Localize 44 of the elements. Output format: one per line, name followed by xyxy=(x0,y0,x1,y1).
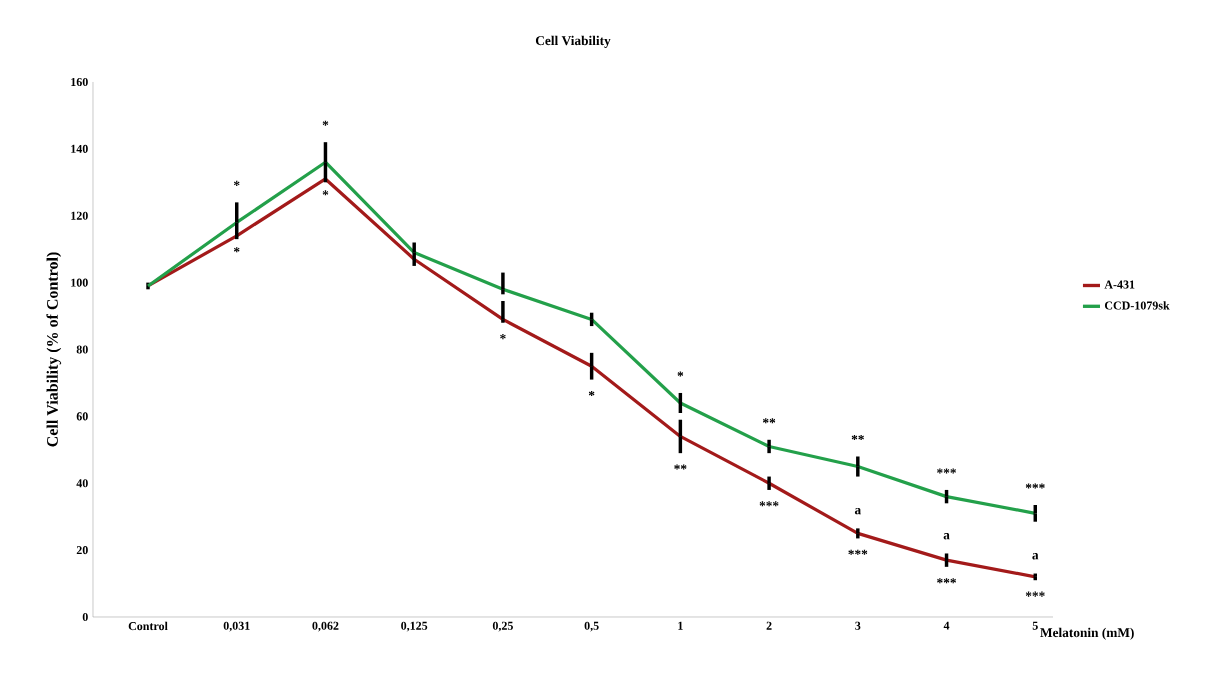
y-tick-label: 20 xyxy=(76,546,88,555)
x-tick-label: 0,25 xyxy=(492,621,513,632)
annotation: * xyxy=(677,371,684,377)
x-tick-label: Control xyxy=(128,621,168,631)
annotation: *** xyxy=(1025,591,1045,597)
annotation: *** xyxy=(1025,483,1045,489)
annotation: a xyxy=(1032,553,1039,560)
annotation: ** xyxy=(674,464,687,470)
y-tick-label: 140 xyxy=(71,144,88,153)
annotation: a xyxy=(943,533,950,540)
x-tick-label: 0,062 xyxy=(312,621,339,632)
annotation: * xyxy=(233,180,240,186)
x-tick-label: 4 xyxy=(943,621,950,630)
annotation: * xyxy=(322,120,329,126)
x-tick-label: 2 xyxy=(766,621,772,630)
y-tick-label: 160 xyxy=(71,77,88,87)
y-tick-label: 120 xyxy=(71,211,88,220)
x-tick-label: 5 xyxy=(1032,621,1038,630)
annotation: ** xyxy=(851,434,864,441)
x-axis-title: Melatonin (mM) xyxy=(1040,627,1134,640)
annotation: * xyxy=(500,334,506,340)
y-axis-title: Cell Viability (% of Control) xyxy=(46,252,62,447)
annotation: ** xyxy=(762,418,776,424)
x-tick-label: 1 xyxy=(678,621,683,630)
annotation: a xyxy=(854,507,861,515)
annotation: *** xyxy=(759,501,779,507)
x-tick-label: 0,125 xyxy=(401,621,428,632)
y-tick-label: 0 xyxy=(82,612,88,622)
annotation: *** xyxy=(937,578,956,584)
y-tick-label: 100 xyxy=(71,278,88,287)
annotation: *** xyxy=(848,549,868,555)
legend-label: A-431 xyxy=(1104,280,1135,289)
x-tick-label: 0,031 xyxy=(223,621,250,632)
annotation: * xyxy=(322,190,329,196)
annotation: * xyxy=(233,247,240,253)
annotation: * xyxy=(588,390,595,396)
legend-label: CCD-1079sk xyxy=(1104,301,1170,310)
x-tick-label: 3 xyxy=(855,621,861,630)
x-tick-label: 0,5 xyxy=(584,621,599,632)
annotation: *** xyxy=(937,468,956,474)
y-tick-label: 40 xyxy=(76,479,88,488)
y-tick-label: 80 xyxy=(76,345,88,354)
y-tick-label: 60 xyxy=(76,412,88,421)
chart-title: Cell Viability xyxy=(535,35,611,48)
